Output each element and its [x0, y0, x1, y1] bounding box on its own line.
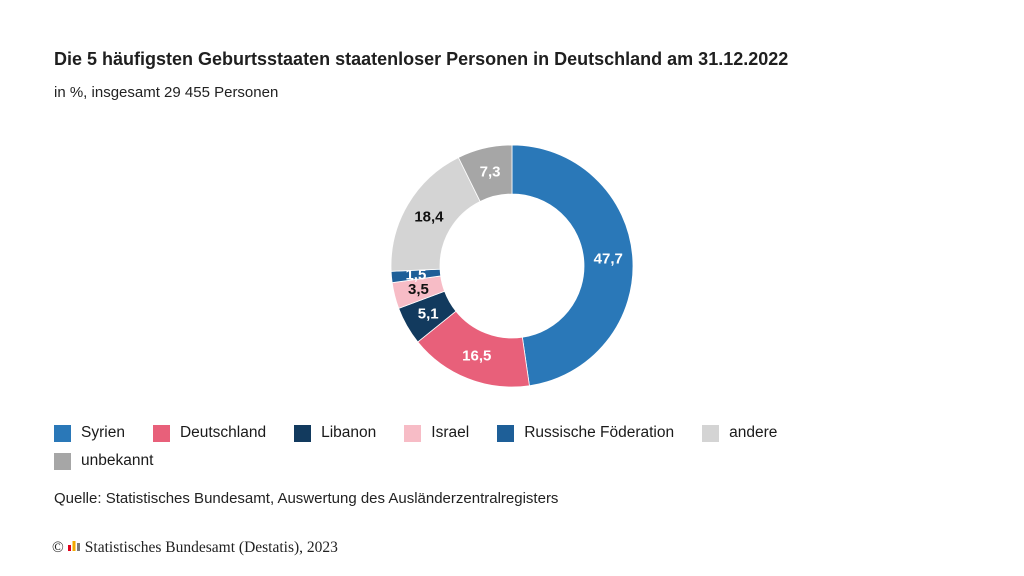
destatis-logo-icon: [67, 539, 81, 557]
legend-label: Deutschland: [179, 424, 267, 441]
legend-swatch: [404, 424, 422, 442]
legend-swatch: [294, 424, 312, 442]
legend-label: Syrien: [81, 424, 125, 441]
chart-title: Die 5 häufigsten Geburtsstaaten staatenl…: [54, 49, 789, 69]
copyright-symbol: ©: [52, 539, 64, 556]
legend-label: Israel: [431, 424, 470, 441]
chart-legend: Syrien Deutschland Libanon Israel Russische …: [54, 421, 954, 477]
slice-value-label: 16,5: [462, 347, 491, 364]
legend-swatch: [702, 424, 720, 442]
legend-item: unbekannt: [54, 452, 153, 470]
donut-slice-unbekannt: [457, 144, 513, 202]
legend-swatch: [54, 452, 71, 470]
legend-item: Deutschland: [152, 424, 267, 442]
slice-value-label: 3,5: [408, 281, 429, 298]
legend-row: Syrien Deutschland Libanon Israel Russische …: [54, 421, 954, 445]
legend-swatch: [497, 424, 515, 442]
legend-label: unbekannt: [81, 452, 154, 469]
slice-value-label: 7,3: [480, 164, 501, 181]
slice-value-label: 47,7: [594, 251, 623, 268]
slice-value-label: 5,1: [418, 305, 439, 322]
legend-item: Libanon: [294, 424, 376, 442]
slice-value-label: 18,4: [414, 208, 444, 225]
legend-swatch: [54, 424, 71, 442]
copyright-footer: © Statistisches Bundesamt (Destatis), 20…: [52, 539, 338, 557]
legend-item: Russische Föderation: [497, 424, 674, 442]
donut-slice-syrien: [511, 144, 634, 387]
chart-subtitle: in %, insgesamt 29 455 Personen: [54, 84, 279, 101]
legend-label: Libanon: [321, 424, 377, 441]
legend-row: unbekannt: [54, 449, 954, 473]
legend-swatch: [152, 424, 170, 442]
legend-item: Israel: [404, 424, 469, 442]
legend-item: Syrien: [54, 424, 125, 442]
copyright-text: Statistisches Bundesamt (Destatis), 2023: [84, 539, 338, 556]
legend-item: andere: [702, 424, 777, 442]
legend-label: Russische Föderation: [524, 424, 675, 441]
source-note: Quelle: Statistisches Bundesamt, Auswert…: [54, 490, 559, 507]
legend-label: andere: [729, 424, 778, 441]
